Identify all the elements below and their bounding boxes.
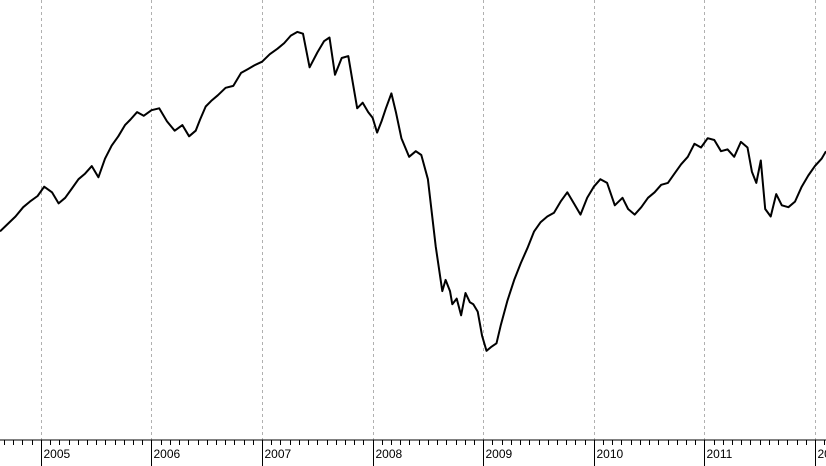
- tick-label-2011: 2011: [707, 447, 733, 461]
- tick-label-2008: 2008: [376, 447, 403, 461]
- price-series-line: [0, 30, 826, 352]
- x-axis-major-ticks: [41, 440, 816, 466]
- tick-label-20: 20: [818, 447, 826, 461]
- x-axis-tick-labels: 2005 2006 2007 2008 2009 2010 2011 20: [44, 447, 826, 461]
- gridlines: [41, 0, 816, 440]
- x-axis-minor-ticks: [4, 440, 825, 445]
- tick-label-2006: 2006: [154, 447, 181, 461]
- x-axis: 2005 2006 2007 2008 2009 2010 2011 20: [0, 439, 826, 466]
- tick-label-2009: 2009: [486, 447, 513, 461]
- tick-label-2005: 2005: [44, 447, 71, 461]
- tick-label-2007: 2007: [265, 447, 292, 461]
- tick-label-2010: 2010: [597, 447, 624, 461]
